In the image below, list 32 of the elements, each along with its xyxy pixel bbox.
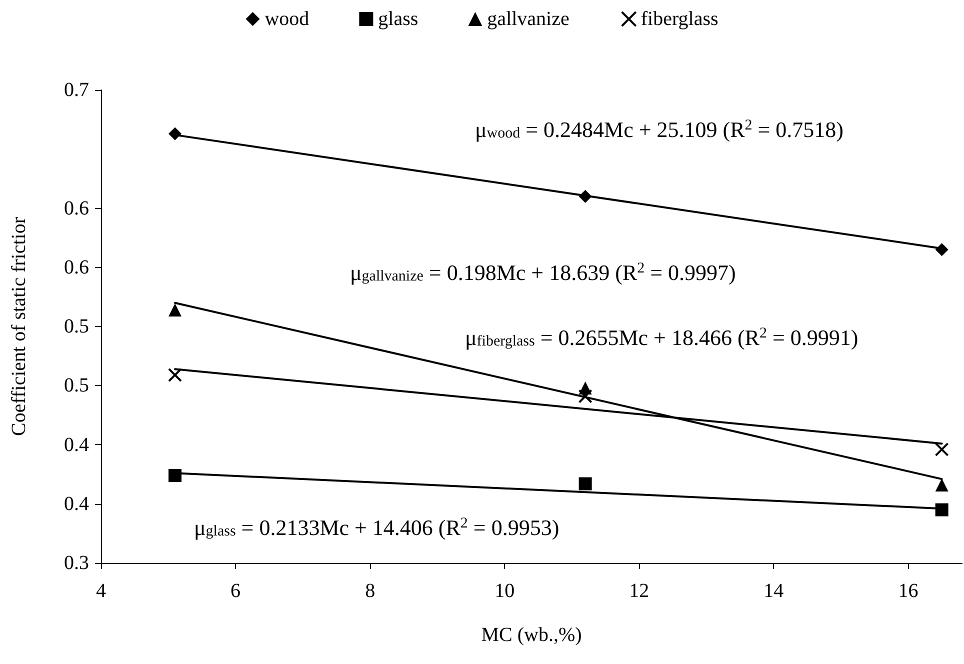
y-axis-title: Coefficient of static frictior xyxy=(8,216,30,436)
x-tick-label: 12 xyxy=(629,580,650,602)
y-tick-label: 0.6 xyxy=(64,256,89,278)
y-tick-label: 0.3 xyxy=(64,552,89,574)
legend-label: wood xyxy=(264,8,310,30)
point xyxy=(935,478,948,492)
point xyxy=(168,303,182,316)
x-tick-label: 6 xyxy=(230,580,241,602)
point xyxy=(935,243,948,256)
y-tick-label: 0.4 xyxy=(64,492,89,515)
legend-label: fiberglass xyxy=(640,8,718,30)
x-tick-label: 16 xyxy=(898,580,918,602)
y-tick-label: 0.6 xyxy=(64,197,89,220)
point xyxy=(935,503,948,516)
x-tick-label: 10 xyxy=(494,580,515,602)
point xyxy=(578,477,592,490)
x-tick-label: 8 xyxy=(365,580,376,602)
x-axis-title: MC (wb.,%) xyxy=(481,624,582,646)
point xyxy=(168,127,182,140)
point xyxy=(934,442,949,456)
y-tick-label: 0.5 xyxy=(64,316,89,338)
x-tick-label: 14 xyxy=(764,580,784,602)
point xyxy=(578,190,592,203)
x-tick-label: 4 xyxy=(96,580,106,602)
y-tick-label: 0.7 xyxy=(64,79,89,101)
point xyxy=(168,368,182,382)
y-tick-label: 0.4 xyxy=(64,434,89,456)
legend-label: glass xyxy=(378,8,418,30)
y-tick-label: 0.5 xyxy=(64,374,89,397)
point xyxy=(578,389,592,404)
legend-label: gallvanize xyxy=(487,8,570,30)
point xyxy=(168,468,182,482)
